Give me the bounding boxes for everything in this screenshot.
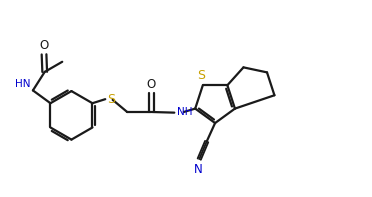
Text: HN: HN — [15, 79, 30, 89]
Text: N: N — [194, 163, 203, 176]
Text: S: S — [197, 69, 205, 82]
Text: O: O — [147, 78, 156, 91]
Text: NH: NH — [177, 107, 192, 117]
Text: S: S — [107, 93, 115, 106]
Text: O: O — [39, 39, 49, 52]
